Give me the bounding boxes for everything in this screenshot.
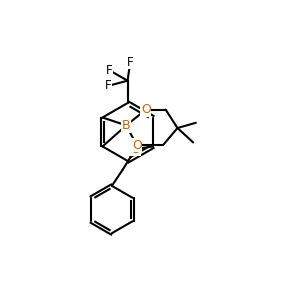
Text: B: B bbox=[122, 119, 131, 132]
Text: F: F bbox=[127, 56, 133, 69]
Text: O: O bbox=[141, 103, 151, 116]
Text: F: F bbox=[105, 80, 111, 92]
Text: O: O bbox=[131, 143, 140, 155]
Text: O: O bbox=[132, 139, 142, 151]
Text: F: F bbox=[106, 64, 112, 77]
